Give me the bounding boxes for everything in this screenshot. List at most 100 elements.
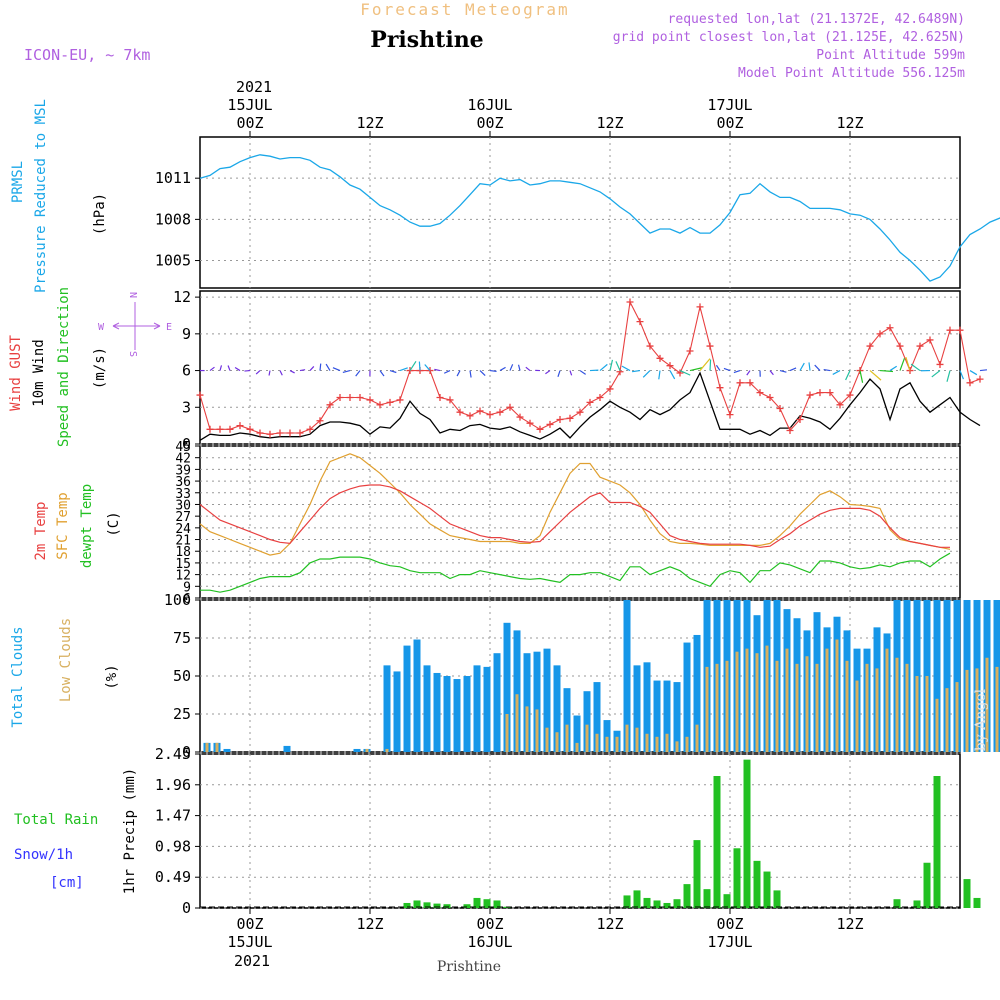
wind-direction-arrow [517,364,521,371]
wind-direction-arrow [509,364,514,371]
gust-marker [466,412,474,420]
precipitation-panel: 0 0.49 0.98 1.47 1.96 2.45 [155,745,981,917]
low-clouds-bar [955,682,959,752]
wind-direction-arrow [379,370,385,377]
wind-direction-arrow [946,370,951,382]
pressure-unit-label: (hPa) [92,193,108,235]
prmsl-label: PRMSL [10,161,26,203]
gust-marker [736,379,744,387]
wind-direction-arrow [355,370,361,377]
top-year-label: 2021 [236,78,272,96]
y-tick-label: 15 [175,557,191,572]
total-clouds-bar [413,639,421,752]
low-clouds-bar [655,736,659,752]
rain-bar [743,759,751,908]
gust-marker [396,396,404,404]
temp-2m-line [199,484,950,548]
low-clouds-bar [855,680,859,752]
low-clouds-bar [945,688,949,752]
clouds-unit-label: (%) [104,664,120,689]
low-clouds-bar [755,653,759,752]
rain-bar [693,840,701,908]
total-clouds-bar [473,665,481,752]
wind-direction-arrow [479,370,486,376]
low-clouds-bar [995,666,999,752]
gust-marker [756,389,764,397]
wind-10m-label: 10m Wind [31,339,47,406]
y-tick-label: 0 [182,743,191,761]
total-clouds-bar [503,622,511,752]
wind-direction-arrow [679,370,691,376]
low-clouds-bar [835,639,839,752]
low-clouds-bar [695,724,699,752]
gust-marker [726,411,734,419]
panel-frame [199,136,961,289]
gust-marker [306,425,314,433]
low-clouds-bar [885,648,889,752]
total-clouds-bar [463,676,471,752]
compass-east: E [166,322,172,333]
rain-bar [723,894,731,908]
wind-direction-arrow [910,363,921,372]
y-tick-label: 3 [182,398,191,416]
wind-direction-arrow [699,358,711,371]
y-tick-label: 0.49 [155,868,191,886]
total-clouds-bar [483,666,491,752]
total-clouds-bar [423,665,431,752]
low-clouds-bar [765,645,769,752]
low-clouds-bar [575,742,579,752]
gust-marker [456,408,464,416]
low-clouds-bar [605,736,609,752]
y-tick-label: 12 [173,288,191,306]
gust-marker [326,401,334,409]
watermark: by Angel [973,688,989,751]
low-clouds-bar [525,706,529,752]
rain-bar [713,776,721,908]
gust-marker [496,408,504,416]
panel-frame [199,445,961,599]
total-clouds-bar [673,682,681,752]
total-clouds-bar [223,748,231,752]
wind-direction-arrow [209,366,215,372]
temp-dewpt-label: dewpt Temp [79,484,95,568]
gust-marker [226,425,234,433]
rain-bar [623,895,631,908]
rain-bar [413,900,421,908]
gust-marker [666,362,674,370]
wind-direction-arrow [642,370,651,378]
gust-marker [686,347,694,355]
low-clouds-bar [965,669,969,752]
low-clouds-bar [775,660,779,752]
wind-direction-arrow [389,369,397,374]
rain-bar [653,900,661,908]
total-clouds-bar [353,748,361,752]
gust-marker [746,379,754,387]
wind-direction-arrow [799,362,805,371]
y-tick-label: 18 [175,545,191,560]
model-altitude: Model Point Altitude 556.125m [738,66,965,81]
wind-direction-arrow [609,359,614,371]
wind-direction-arrow [342,369,351,374]
top-date-label: 17JUL [707,96,752,114]
wind-10m-line [199,371,981,441]
gust-marker [506,403,514,411]
gust-marker [436,393,444,401]
gust-marker [826,389,834,397]
panel-frame [199,753,961,909]
rain-bar [923,862,931,908]
rain-bar [933,776,941,908]
total-clouds-bar [573,715,581,752]
gust-marker [236,422,244,430]
rain-bar [633,890,641,908]
low-clouds-bar [845,660,849,752]
y-tick-label: 30 [175,498,191,513]
wind-direction-arrow [979,369,988,372]
top-date-label: 16JUL [467,96,512,114]
low-clouds-bar [785,648,789,752]
top-tick-label: 12Z [836,114,863,132]
gust-marker [956,326,964,334]
gust-marker [566,414,574,422]
rain-bar [463,904,471,908]
